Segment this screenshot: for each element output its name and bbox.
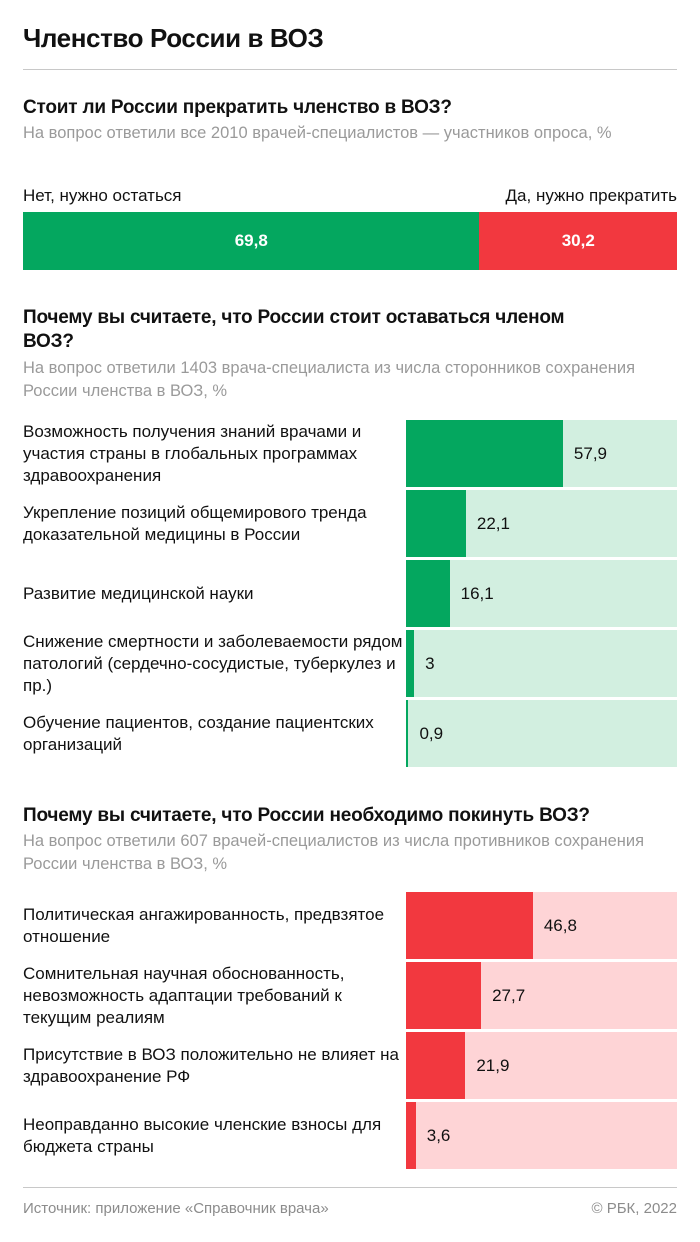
leave-reason-track: 21,9 <box>406 1032 677 1099</box>
stay-reason-bar <box>406 490 466 557</box>
stay-reason-track: 0,9 <box>406 700 677 767</box>
leave-reason-track: 46,8 <box>406 892 677 959</box>
leave-reason-value: 3,6 <box>426 1125 451 1145</box>
split-label-stay: Нет, нужно остаться <box>23 186 182 205</box>
stay-reason-track: 3 <box>406 630 677 697</box>
stay-reason-track: 22,1 <box>406 490 677 557</box>
section-3-title: Почему вы считаете, что России необходим… <box>23 805 590 826</box>
stay-reason-track: 57,9 <box>406 420 677 487</box>
leave-reason-label: Неоправданно высокие членские взносы для… <box>23 1114 382 1156</box>
title-divider <box>23 69 677 70</box>
stay-reason-label: Возможность получения знаний врачами и у… <box>23 421 362 485</box>
stay-reason-bar <box>406 420 563 487</box>
section-1-title: Стоит ли России прекратить членство в ВО… <box>23 97 452 118</box>
stay-reason-bar <box>406 630 415 697</box>
footer-source: Источник: приложение «Справочник врача» <box>23 1200 329 1217</box>
section-1-subtitle: На вопрос ответили все 2010 врачей-специ… <box>23 124 612 142</box>
leave-reason-track: 3,6 <box>406 1102 677 1169</box>
section-3-subtitle: На вопрос ответили 607 врачей-специалист… <box>23 832 645 873</box>
stay-reason-label: Развитие медицинской науки <box>23 583 254 603</box>
leave-reason-value: 27,7 <box>492 985 526 1005</box>
split-bar: 69,8 30,2 <box>23 212 677 270</box>
leave-reason-bar <box>406 892 533 959</box>
leave-reason-label: Политическая ангажированность, предвзято… <box>23 904 385 946</box>
split-value-leave: 30,2 <box>561 231 595 250</box>
stay-reason-value: 57,9 <box>573 443 607 463</box>
footer-copyright: © РБК, 2022 <box>591 1200 677 1217</box>
split-segment-stay: 69,8 <box>23 212 480 270</box>
split-label-leave: Да, нужно прекратить <box>505 186 677 205</box>
leave-reason-bar <box>406 962 482 1029</box>
stay-reason-value: 22,1 <box>476 513 510 533</box>
stay-reason-bar <box>406 700 409 767</box>
split-value-stay: 69,8 <box>234 231 268 250</box>
stay-reason-label: Снижение смертности и заболеваемости ряд… <box>23 631 403 695</box>
stay-reason-value: 3 <box>425 653 435 673</box>
leave-reason-bar <box>406 1102 416 1169</box>
leave-reason-value: 21,9 <box>476 1055 510 1075</box>
stay-reason-value: 16,1 <box>460 583 494 603</box>
leave-reason-bar <box>406 1032 466 1099</box>
section-2-title: Почему вы считаете, что России стоит ост… <box>23 307 565 352</box>
footer-divider <box>23 1187 677 1188</box>
leave-reason-track: 27,7 <box>406 962 677 1029</box>
page-title: Членство России в ВОЗ <box>23 23 324 53</box>
leave-reason-label: Сомнительная научная обоснованность, нев… <box>23 963 345 1027</box>
stay-reason-track: 16,1 <box>406 560 677 627</box>
split-segment-leave: 30,2 <box>479 212 677 270</box>
stay-reason-label: Обучение пациентов, создание пациентских… <box>23 712 374 754</box>
leave-reason-label: Присутствие в ВОЗ положительно не влияет… <box>23 1044 399 1086</box>
stay-reason-value: 0,9 <box>419 723 444 743</box>
leave-reason-value: 46,8 <box>543 915 577 935</box>
stay-reason-bar <box>406 560 450 627</box>
stay-reason-label: Укрепление позиций общемирового тренда д… <box>23 502 367 544</box>
section-2-subtitle: На вопрос ответили 1403 врача-специалист… <box>23 359 636 400</box>
